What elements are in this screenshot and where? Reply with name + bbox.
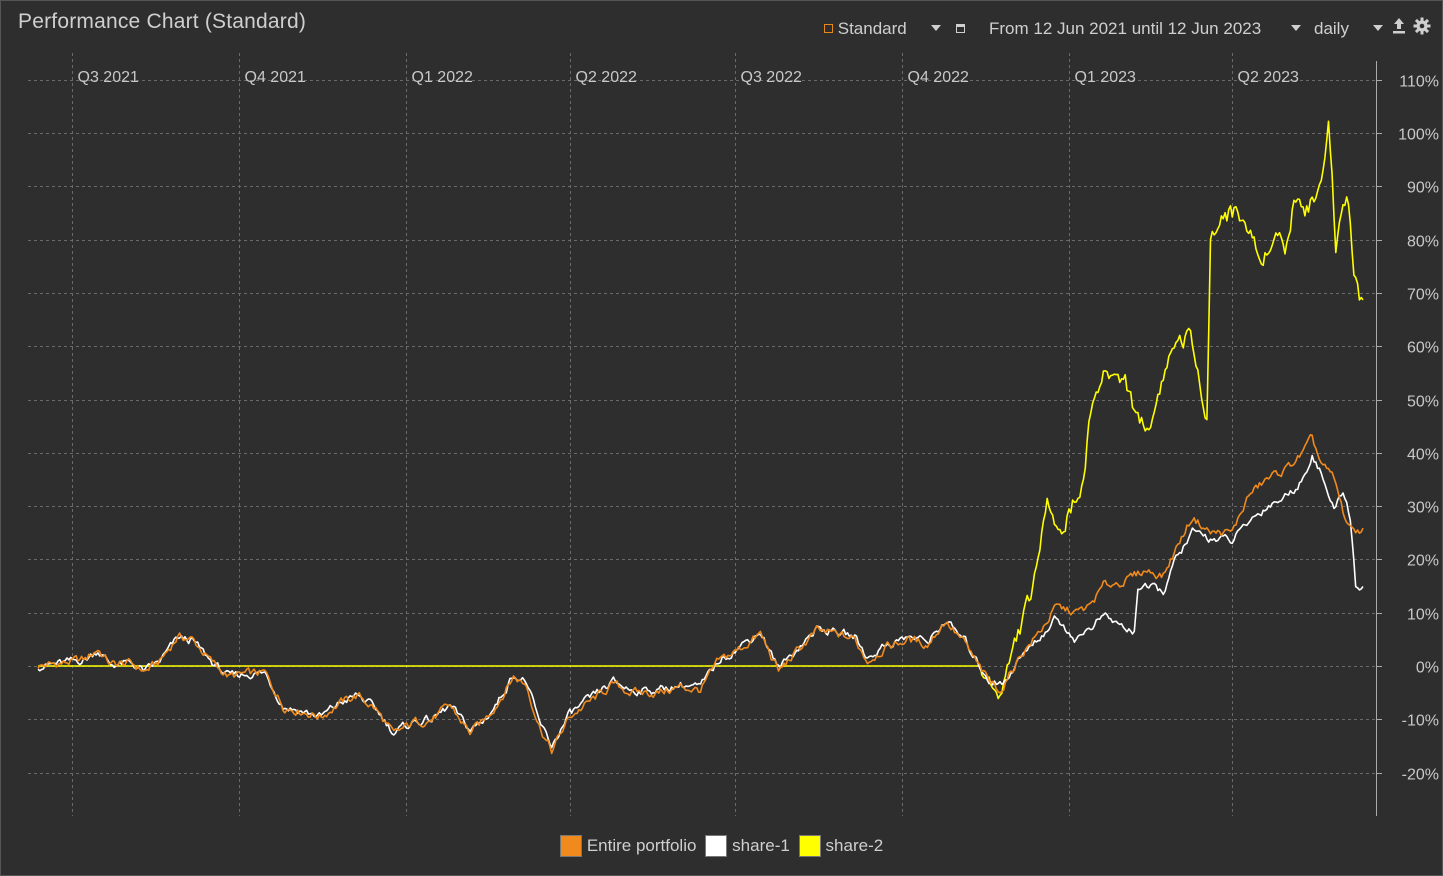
chevron-down-icon <box>931 25 941 31</box>
x-tick-label: Q2 2023 <box>1238 69 1299 86</box>
y-tick-label: 10% <box>1407 607 1439 624</box>
view-selector[interactable]: Standard <box>824 17 907 41</box>
legend-item-share-2[interactable]: share-2 <box>798 833 884 859</box>
grid <box>28 53 1376 816</box>
y-tick-label: 100% <box>1398 127 1439 144</box>
x-tick-label: Q2 2022 <box>576 69 637 86</box>
y-tick-label: 90% <box>1407 180 1439 197</box>
legend-item-share-1[interactable]: share-1 <box>705 833 790 859</box>
view-icon <box>824 24 833 33</box>
calendar-button[interactable] <box>956 17 965 41</box>
interval-dropdown-caret[interactable] <box>1373 17 1383 41</box>
y-tick-label: 60% <box>1407 340 1439 357</box>
chart-legend: Entire portfolio share-1 share-2 <box>1 833 1442 859</box>
view-dropdown-caret[interactable] <box>931 17 941 41</box>
settings-button[interactable] <box>1413 17 1431 42</box>
legend-label: share-2 <box>825 836 884 855</box>
view-label: Standard <box>837 19 907 38</box>
interval-label[interactable]: daily <box>1314 19 1349 38</box>
y-tick-label: 70% <box>1407 287 1439 304</box>
upload-icon <box>1393 18 1405 34</box>
calendar-icon <box>956 24 965 33</box>
x-tick-label: Q1 2022 <box>412 69 473 86</box>
legend-swatch <box>559 835 582 857</box>
y-tick-label: 40% <box>1407 447 1439 464</box>
y-tick-label: 30% <box>1407 500 1439 517</box>
chart-toolbar: Standard From 12 Jun 2021 until 12 Jun 2… <box>821 17 1431 42</box>
y-tick-label: 80% <box>1407 234 1439 251</box>
series-line-entire-portfolio <box>37 434 1364 755</box>
series-line-share-1 <box>37 454 1364 749</box>
page-title: Performance Chart (Standard) <box>18 10 307 33</box>
export-button[interactable] <box>1391 17 1407 42</box>
x-tick-label: Q3 2021 <box>78 69 139 86</box>
y-tick-label: -10% <box>1402 713 1439 730</box>
legend-item-entire-portfolio[interactable]: Entire portfolio <box>559 833 697 859</box>
legend-label: share-1 <box>732 836 790 855</box>
legend-swatch <box>798 835 821 857</box>
y-tick-label: -20% <box>1402 767 1439 784</box>
x-tick-label: Q1 2023 <box>1075 69 1136 86</box>
x-tick-label: Q4 2022 <box>908 69 969 86</box>
performance-chart: Q3 2021 Q4 2021 Q1 2022 Q2 2022 Q3 2022 Q4 20… <box>28 53 1439 816</box>
y-tick-label: 0% <box>1416 660 1439 677</box>
series-lines <box>37 120 1364 755</box>
y-tick-label: 110% <box>1399 74 1439 91</box>
chevron-down-icon <box>1373 25 1383 31</box>
x-tick-label: Q3 2022 <box>741 69 802 86</box>
chevron-down-icon <box>1291 25 1301 31</box>
range-dropdown-caret[interactable] <box>1291 17 1301 41</box>
date-range-label[interactable]: From 12 Jun 2021 until 12 Jun 2023 <box>989 19 1262 38</box>
y-tick-label: 50% <box>1407 394 1439 411</box>
x-axis-ticks: Q3 2021 Q4 2021 Q1 2022 Q2 2022 Q3 2022 Q4 20… <box>78 69 1299 86</box>
legend-swatch <box>705 835 728 857</box>
x-tick-label: Q4 2021 <box>245 69 306 86</box>
y-axis-ticks: 110% 100% 90% 80% 70% 60% 50% 40% 30% 20% 10% 0% -10… <box>1376 61 1439 816</box>
y-tick-label: 20% <box>1407 553 1439 570</box>
gear-icon <box>1413 17 1431 35</box>
series-line-share-2 <box>38 120 1364 700</box>
legend-label: Entire portfolio <box>586 836 697 855</box>
